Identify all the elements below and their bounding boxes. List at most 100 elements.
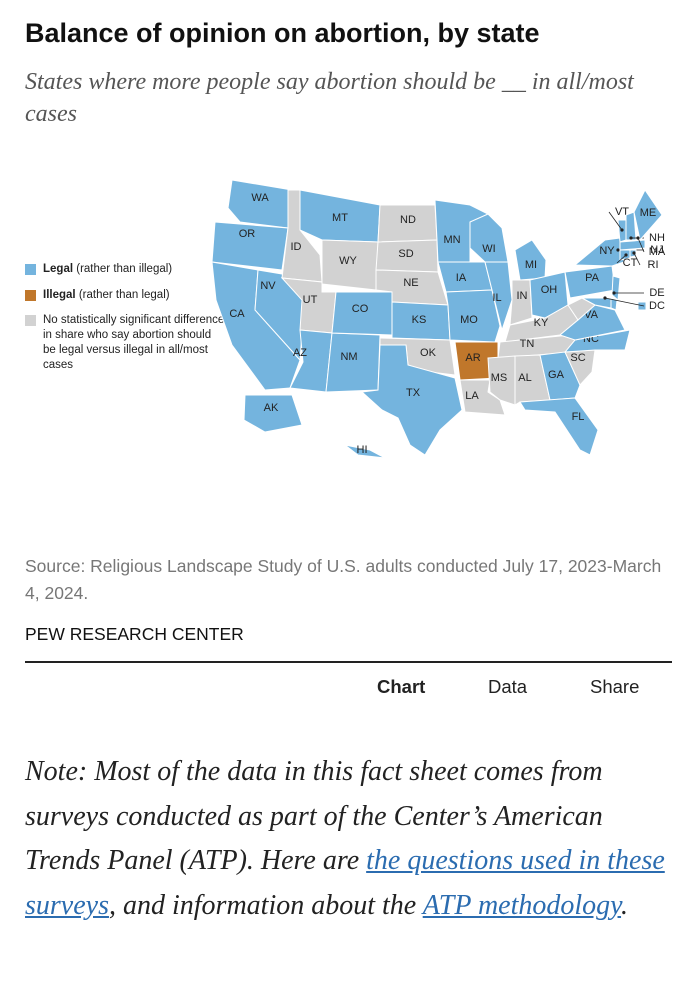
state-label: MA bbox=[649, 246, 666, 258]
state-label: TX bbox=[406, 387, 421, 399]
state-label: WA bbox=[251, 192, 269, 204]
state-label: WY bbox=[339, 255, 357, 267]
legend-label: No statistically significant difference … bbox=[43, 313, 225, 373]
state-label: MT bbox=[332, 212, 348, 224]
state-label: AK bbox=[264, 402, 279, 414]
legend-item: Illegal (rather than legal) bbox=[25, 288, 225, 303]
leader-line bbox=[608, 211, 623, 231]
legend-label: Legal (rather than illegal) bbox=[43, 262, 172, 277]
title: Balance of opinion on abortion, by state bbox=[25, 18, 540, 48]
state-label: IL bbox=[492, 292, 501, 304]
state bbox=[611, 275, 621, 301]
state-label: OH bbox=[541, 284, 558, 296]
state bbox=[487, 355, 516, 406]
leader-line bbox=[604, 297, 645, 307]
state-label: HI bbox=[357, 444, 368, 456]
state-label: KS bbox=[412, 314, 427, 326]
state-label: ID bbox=[291, 241, 302, 253]
legend-qualifier: (rather than legal) bbox=[78, 289, 170, 301]
state-label: ND bbox=[400, 214, 416, 226]
state-label: NV bbox=[260, 280, 276, 292]
leader-dot bbox=[620, 228, 624, 232]
state bbox=[625, 211, 637, 241]
state-label: LA bbox=[465, 390, 479, 402]
state bbox=[434, 199, 489, 263]
state-label: MO bbox=[460, 314, 478, 326]
state-label: TN bbox=[520, 338, 535, 350]
state bbox=[360, 344, 463, 456]
state-label: IN bbox=[517, 290, 528, 302]
leader-dot bbox=[632, 251, 636, 255]
state bbox=[519, 397, 599, 456]
note-text: , and information about the bbox=[108, 889, 423, 921]
state-label: PA bbox=[585, 272, 600, 284]
source: Source: Religious Landscape Study of U.S… bbox=[25, 556, 662, 603]
state-label: FL bbox=[572, 411, 585, 423]
tab[interactable]: Chart bbox=[377, 676, 426, 697]
state-label: SD bbox=[398, 248, 413, 260]
leader-dot bbox=[616, 248, 620, 252]
state bbox=[289, 329, 333, 393]
state bbox=[619, 239, 646, 251]
leader-line bbox=[633, 252, 641, 266]
state-label: ME bbox=[640, 207, 657, 219]
state-label: CT bbox=[623, 257, 638, 269]
state-label: OK bbox=[420, 347, 437, 359]
note-text: . bbox=[621, 889, 629, 921]
legend-item: No statistically significant difference … bbox=[25, 313, 225, 373]
state-label: RI bbox=[648, 259, 659, 271]
state bbox=[509, 279, 533, 326]
state-label: DE bbox=[649, 287, 664, 299]
link[interactable]: the questions used in these surveys bbox=[25, 845, 665, 921]
legend-label: Illegal (rather than legal) bbox=[43, 288, 170, 303]
state bbox=[637, 301, 647, 311]
state-label: NY bbox=[599, 245, 615, 257]
leader-dot bbox=[629, 236, 633, 240]
state-label: IA bbox=[456, 272, 467, 284]
note: Note: Most of the data in this fact shee… bbox=[25, 750, 670, 928]
legend-swatch bbox=[25, 290, 36, 301]
legend-name: Illegal bbox=[43, 289, 76, 301]
state-label: NH bbox=[649, 232, 665, 244]
leader-dot bbox=[636, 236, 640, 240]
state-label: WI bbox=[482, 243, 495, 255]
legend-swatch bbox=[25, 315, 36, 326]
state-label: DC bbox=[649, 300, 665, 312]
state bbox=[211, 221, 289, 271]
state bbox=[243, 394, 303, 433]
state-label: AL bbox=[518, 372, 531, 384]
state bbox=[227, 179, 293, 229]
state-label: AR bbox=[465, 352, 480, 364]
state-label: GA bbox=[548, 369, 565, 381]
state-label: NE bbox=[403, 277, 418, 289]
state-label: NJ bbox=[650, 244, 663, 256]
state-label: AZ bbox=[293, 347, 307, 359]
map: WA OR CA NV ID MT WY UT AZ NM CO ND SD NE KS OK TX MN IA MO… bbox=[211, 179, 666, 459]
state-label: MI bbox=[525, 259, 537, 271]
state-label: NM bbox=[340, 351, 357, 363]
legend-qualifier: (rather than illegal) bbox=[76, 263, 173, 275]
legend-name: Legal bbox=[43, 263, 74, 275]
legend-name: No statistically significant difference … bbox=[43, 314, 225, 371]
tab[interactable]: Share bbox=[590, 676, 640, 697]
leader-line bbox=[616, 254, 627, 264]
leader-dot bbox=[603, 296, 607, 300]
subtitle: States where more people say abortion sh… bbox=[25, 69, 634, 127]
tab[interactable]: Data bbox=[488, 676, 528, 697]
leader-dot bbox=[612, 291, 616, 295]
state-label: KY bbox=[534, 317, 549, 329]
state bbox=[344, 444, 386, 459]
legend-item: Legal (rather than illegal) bbox=[25, 262, 225, 277]
state-label: MN bbox=[443, 234, 460, 246]
state-label: OR bbox=[239, 228, 256, 240]
state bbox=[633, 189, 663, 242]
state bbox=[514, 239, 547, 281]
leader-dot bbox=[624, 253, 628, 257]
state bbox=[581, 297, 612, 309]
leader-line bbox=[637, 237, 645, 253]
state-label: CA bbox=[229, 308, 245, 320]
link[interactable]: ATP methodology bbox=[422, 889, 622, 921]
brand: PEW RESEARCH CENTER bbox=[25, 624, 244, 644]
state-label: SC bbox=[570, 352, 585, 364]
